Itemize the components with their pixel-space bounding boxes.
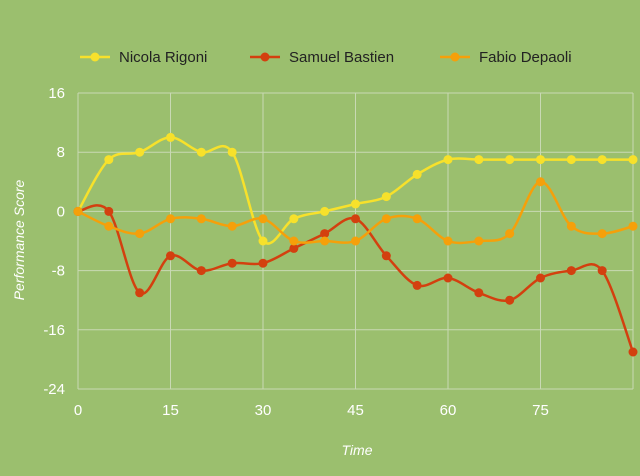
legend-label: Fabio Depaoli	[479, 49, 572, 66]
legend-item: Nicola Rigoni	[80, 49, 207, 66]
data-point	[381, 192, 391, 202]
y-tick-label: -16	[43, 322, 65, 339]
x-tick-label: 45	[347, 402, 364, 419]
data-point	[381, 214, 391, 224]
data-point	[320, 229, 330, 239]
data-point	[505, 229, 515, 239]
data-point	[135, 288, 145, 298]
data-point	[597, 229, 607, 239]
legend-swatch-marker	[90, 52, 100, 62]
data-point	[227, 258, 237, 268]
data-point	[135, 147, 145, 157]
data-point	[628, 155, 638, 165]
legend-item: Samuel Bastien	[250, 49, 394, 66]
data-point	[135, 229, 145, 239]
data-point	[597, 155, 607, 165]
x-tick-label: 75	[532, 402, 549, 419]
data-point	[351, 199, 360, 209]
legend-label: Nicola Rigoni	[119, 49, 207, 66]
data-point	[320, 206, 330, 216]
y-axis-ticks: 16 8 0 -8 -16 -24	[43, 85, 65, 398]
legend-swatch-marker	[450, 52, 460, 62]
series-nicola-rigoni	[73, 132, 638, 246]
data-point	[412, 280, 422, 290]
data-point	[443, 236, 453, 246]
data-point	[166, 132, 175, 142]
legend: Nicola Rigoni Samuel Bastien Fabio Depaoli	[80, 49, 572, 66]
x-axis-title: Time	[342, 442, 373, 458]
y-tick-label: 16	[48, 85, 65, 102]
data-point	[443, 155, 453, 165]
data-point	[104, 155, 114, 165]
y-tick-label: 0	[57, 203, 65, 220]
data-point	[443, 273, 453, 283]
legend-label: Samuel Bastien	[289, 49, 394, 66]
y-tick-label: -24	[43, 381, 65, 398]
data-point	[628, 347, 638, 357]
legend-swatch-marker	[260, 52, 270, 62]
data-point	[289, 214, 299, 224]
data-point	[73, 206, 83, 216]
data-point	[289, 236, 299, 246]
data-point	[258, 236, 268, 246]
data-point	[289, 243, 299, 253]
data-point	[166, 214, 175, 224]
legend-item: Fabio Depaoli	[440, 49, 572, 66]
x-axis-ticks: 0 15 30 45 60 75	[74, 402, 549, 419]
data-point	[566, 221, 576, 231]
y-axis-title: Performance Score	[11, 179, 27, 300]
data-point	[381, 251, 391, 261]
data-point	[505, 295, 515, 305]
data-point	[474, 288, 484, 298]
x-tick-label: 0	[74, 402, 82, 419]
data-point	[597, 266, 607, 276]
data-point	[536, 155, 545, 165]
series-fabio-depaoli	[73, 177, 638, 246]
data-point	[536, 273, 545, 283]
data-point	[196, 214, 206, 224]
data-point	[474, 155, 484, 165]
data-point	[566, 155, 576, 165]
data-point	[258, 258, 268, 268]
data-point	[104, 206, 114, 216]
data-point	[227, 221, 237, 231]
data-point	[166, 251, 175, 261]
x-tick-label: 15	[162, 402, 179, 419]
data-point	[227, 147, 237, 157]
series-group	[73, 132, 638, 357]
data-point	[536, 177, 545, 187]
data-point	[412, 169, 422, 179]
data-point	[196, 266, 206, 276]
x-tick-label: 30	[255, 402, 272, 419]
data-point	[320, 236, 330, 246]
data-point	[351, 236, 360, 246]
data-point	[196, 147, 206, 157]
data-point	[628, 221, 638, 231]
data-point	[258, 214, 268, 224]
data-point	[566, 266, 576, 276]
y-tick-label: -8	[52, 263, 65, 280]
data-point	[351, 214, 360, 224]
data-point	[474, 236, 484, 246]
y-tick-label: 8	[57, 144, 65, 161]
data-point	[412, 214, 422, 224]
data-point	[505, 155, 515, 165]
data-point	[104, 221, 114, 231]
x-tick-label: 60	[440, 402, 457, 419]
